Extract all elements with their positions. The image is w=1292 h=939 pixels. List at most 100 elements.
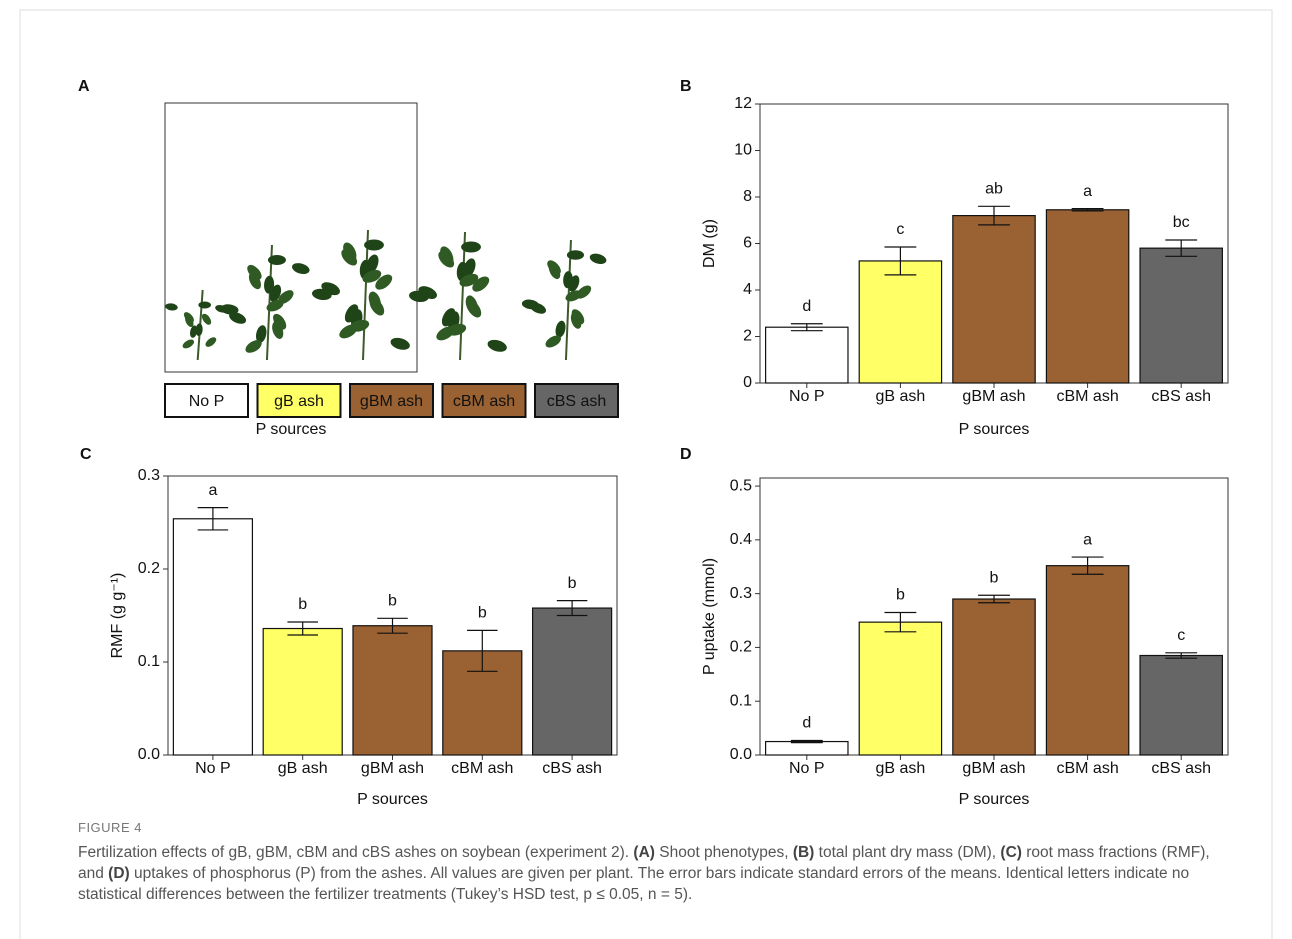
caption-run: uptakes of phosphorus (P) from the ashes… bbox=[78, 865, 1190, 903]
legend-box bbox=[164, 383, 249, 418]
bar bbox=[765, 326, 849, 384]
x-tick-label: No P bbox=[789, 388, 825, 405]
significance-letter: a bbox=[1083, 531, 1092, 548]
plant-leaf bbox=[182, 339, 195, 349]
plant-leaf bbox=[247, 264, 262, 280]
caption-run: total plant dry mass (DM), bbox=[814, 844, 1001, 861]
y-tick-label: 0.0 bbox=[138, 746, 160, 763]
plants bbox=[165, 229, 607, 361]
plant-leaf bbox=[349, 319, 370, 332]
x-axis-label: P sources bbox=[357, 791, 428, 808]
x-tick-label: cBM ash bbox=[1056, 388, 1118, 405]
x-tick-label: cBS ash bbox=[542, 760, 602, 777]
significance-letter: bc bbox=[1173, 214, 1190, 231]
plant-leaf bbox=[368, 291, 381, 311]
plant-leaf bbox=[321, 282, 340, 296]
plant-leaf bbox=[266, 299, 284, 312]
bar bbox=[172, 518, 254, 756]
plant-leaf bbox=[375, 274, 393, 290]
y-axis-label: RMF (g g⁻¹) bbox=[109, 573, 126, 659]
plant-leaf bbox=[256, 325, 267, 343]
panel-letter: D bbox=[680, 446, 692, 463]
x-tick-label: cBS ash bbox=[1151, 760, 1211, 777]
legend-label: gB ash bbox=[274, 393, 324, 410]
x-tick-label: No P bbox=[789, 760, 825, 777]
bar bbox=[1139, 247, 1223, 384]
plant-leaf bbox=[220, 304, 239, 315]
significance-letter: b bbox=[388, 593, 397, 610]
plant-leaf bbox=[589, 253, 607, 264]
caption-run: (C) bbox=[1000, 844, 1022, 861]
bar bbox=[1045, 565, 1130, 756]
significance-letter: ab bbox=[985, 181, 1003, 198]
plant-leaf bbox=[461, 241, 481, 253]
x-tick-label: gBM ash bbox=[962, 760, 1025, 777]
significance-letter: c bbox=[1177, 627, 1185, 644]
plant-leaf bbox=[446, 323, 467, 336]
y-tick-label: 0.2 bbox=[730, 639, 752, 656]
plant-leaf bbox=[267, 255, 286, 265]
panel-letter: A bbox=[78, 78, 90, 95]
plant-leaf bbox=[390, 337, 410, 350]
caption-run: (B) bbox=[792, 844, 815, 861]
plant-leaf bbox=[472, 276, 490, 292]
plant-leaf bbox=[278, 290, 294, 304]
plant-leaf bbox=[190, 325, 198, 338]
plant-stem bbox=[362, 229, 369, 361]
y-tick-label: 0.1 bbox=[730, 692, 752, 709]
legend-label: cBS ash bbox=[547, 393, 607, 410]
plant-leaf bbox=[545, 335, 561, 348]
plant-leaf bbox=[568, 275, 580, 292]
y-tick-label: 0 bbox=[743, 374, 752, 391]
x-tick-label: gB ash bbox=[875, 388, 925, 405]
y-axis-label: DM (g) bbox=[701, 219, 718, 268]
bar bbox=[262, 627, 343, 756]
plant-leaf bbox=[465, 295, 478, 315]
y-tick-label: 0.2 bbox=[138, 560, 160, 577]
plant-leaf bbox=[272, 321, 284, 339]
x-axis-label: P sources bbox=[959, 421, 1030, 438]
y-tick-label: 0.3 bbox=[138, 467, 160, 484]
significance-letter: b bbox=[298, 596, 307, 613]
caption-run: (D) bbox=[108, 865, 130, 882]
bar bbox=[952, 598, 1036, 756]
x-tick-label: gB ash bbox=[278, 760, 328, 777]
legend-box bbox=[349, 383, 434, 418]
card-border bbox=[19, 9, 1273, 939]
significance-letter: d bbox=[802, 715, 811, 732]
panel-letter: C bbox=[80, 446, 92, 463]
plant-leaf bbox=[343, 242, 357, 261]
plant-leaf bbox=[245, 340, 262, 353]
y-tick-label: 8 bbox=[743, 188, 752, 205]
x-tick-label: cBM ash bbox=[451, 760, 513, 777]
plant-stem bbox=[459, 231, 467, 361]
plant-leaf bbox=[165, 303, 178, 311]
x-axis-label: P sources bbox=[959, 791, 1030, 808]
significance-letter: a bbox=[1083, 183, 1092, 200]
caption-label: FIGURE 4 bbox=[78, 820, 142, 835]
plant-leaf bbox=[487, 339, 507, 352]
y-tick-label: 0.1 bbox=[138, 653, 160, 670]
plant-leaf bbox=[362, 269, 382, 283]
significance-letter: b bbox=[568, 575, 577, 592]
x-axis-label: P sources bbox=[256, 421, 327, 438]
legend-label: No P bbox=[189, 393, 225, 410]
x-tick-label: gBM ash bbox=[361, 760, 424, 777]
plant-leaf bbox=[364, 239, 384, 251]
plant-leaf bbox=[273, 313, 287, 330]
significance-letter: c bbox=[896, 221, 904, 238]
y-tick-label: 0.0 bbox=[730, 746, 752, 763]
plant-leaf bbox=[418, 286, 437, 300]
x-tick-label: cBS ash bbox=[1151, 388, 1211, 405]
y-axis-label: P uptake (mmol) bbox=[701, 558, 718, 675]
panel-letter: B bbox=[680, 78, 692, 95]
y-tick-label: 2 bbox=[743, 328, 752, 345]
plant-leaf bbox=[248, 272, 261, 290]
significance-letter: b bbox=[896, 587, 905, 604]
plant-leaf bbox=[548, 263, 561, 280]
caption-run: (A) bbox=[633, 844, 655, 861]
legend-box bbox=[256, 383, 342, 418]
bar bbox=[952, 215, 1036, 384]
